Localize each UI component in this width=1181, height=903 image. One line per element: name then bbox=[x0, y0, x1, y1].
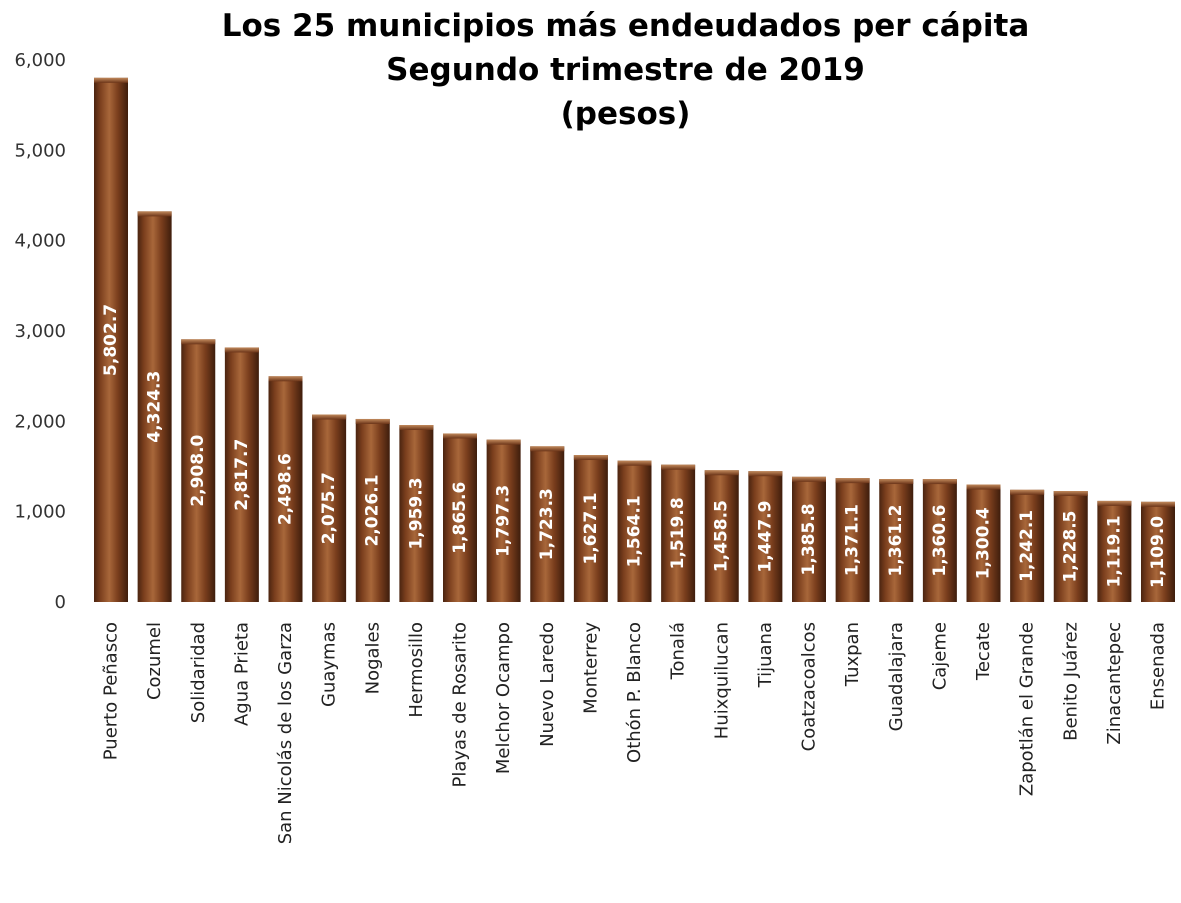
data-label: 2,026.1 bbox=[363, 474, 383, 546]
data-label: 1,519.8 bbox=[668, 497, 688, 569]
x-tick-label: Tonalá bbox=[668, 622, 689, 680]
data-label: 1,797.3 bbox=[494, 485, 514, 557]
bar-cap bbox=[967, 485, 1001, 490]
bar-cap bbox=[94, 78, 128, 83]
bar-cap bbox=[399, 425, 433, 430]
x-tick-label: Othón P. Blanco bbox=[624, 622, 645, 763]
y-tick-label: 6,000 bbox=[14, 50, 66, 71]
bar-cap bbox=[618, 461, 652, 466]
bar-cap bbox=[879, 479, 913, 484]
x-tick-label: Coatzacoalcos bbox=[799, 622, 820, 751]
data-label: 1,371.1 bbox=[843, 504, 863, 576]
y-tick-label: 4,000 bbox=[14, 231, 66, 252]
bar-cap bbox=[705, 470, 739, 475]
bar-cap bbox=[661, 465, 695, 470]
bar-cap bbox=[792, 477, 826, 482]
x-tick-label: Guadalajara bbox=[886, 622, 907, 731]
x-tick-label: Cajeme bbox=[929, 622, 950, 690]
x-tick-label: Melchor Ocampo bbox=[493, 622, 514, 774]
data-label: 1,959.3 bbox=[406, 477, 426, 549]
x-tick-label: Nogales bbox=[362, 622, 383, 694]
x-tick-label: Guaymas bbox=[319, 622, 340, 707]
bar-cap bbox=[138, 211, 172, 216]
data-label: 2,075.7 bbox=[319, 472, 339, 544]
bar-cap bbox=[487, 440, 521, 445]
x-tick-label: Ensenada bbox=[1148, 622, 1169, 710]
bar-cap bbox=[836, 478, 870, 483]
data-label: 1,723.3 bbox=[537, 488, 557, 560]
data-label: 1,385.8 bbox=[799, 503, 819, 575]
data-label: 1,361.2 bbox=[886, 504, 906, 576]
value-labels: 5,802.7 4,324.3 2,908.0 2,817.7 2,498.6 2,075… bbox=[101, 304, 1168, 588]
x-tick-label: Cozumel bbox=[144, 622, 165, 700]
data-label: 1,564.1 bbox=[625, 495, 645, 567]
data-label: 1,119.1 bbox=[1104, 515, 1124, 587]
y-tick-label: 3,000 bbox=[14, 321, 66, 342]
data-label: 1,627.1 bbox=[581, 492, 601, 564]
bar-cap bbox=[181, 339, 215, 344]
data-label: 1,242.1 bbox=[1017, 510, 1037, 582]
data-label: 1,228.5 bbox=[1061, 510, 1081, 582]
bar-cap bbox=[1097, 501, 1131, 506]
data-label: 1,300.4 bbox=[974, 507, 994, 579]
bar-cap bbox=[269, 376, 303, 381]
bar-cap bbox=[1010, 490, 1044, 495]
bar-cap bbox=[1054, 491, 1088, 496]
y-tick-label: 2,000 bbox=[14, 411, 66, 432]
x-tick-label: San Nicolás de los Garza bbox=[275, 622, 296, 844]
x-tick-label: Nuevo Laredo bbox=[537, 622, 558, 747]
data-label: 4,324.3 bbox=[145, 371, 165, 443]
x-tick-label: Agua Prieta bbox=[231, 622, 252, 726]
x-tick-label: Zinacantepec bbox=[1104, 622, 1125, 745]
bar-cap bbox=[443, 433, 477, 438]
x-tick-label: Benito Juárez bbox=[1060, 622, 1081, 741]
bar-cap bbox=[530, 446, 564, 451]
x-tick-label: Puerto Peñasco bbox=[101, 622, 122, 760]
bar-cap bbox=[356, 419, 390, 424]
bar-cap bbox=[748, 471, 782, 476]
data-label: 2,817.7 bbox=[232, 439, 252, 511]
x-tick-label: Playas de Rosarito bbox=[450, 622, 471, 787]
x-tick-label: Tecate bbox=[973, 622, 994, 681]
data-label: 1,109.0 bbox=[1148, 516, 1168, 588]
y-tick-label: 1,000 bbox=[14, 502, 66, 523]
x-tick-label: Tijuana bbox=[755, 622, 776, 688]
bar-cap bbox=[312, 414, 346, 419]
data-label: 1,360.6 bbox=[930, 505, 950, 577]
y-axis: 0 1,000 2,000 3,000 4,000 5,000 6,000 bbox=[14, 50, 66, 613]
x-tick-label: Huixquilucan bbox=[711, 622, 732, 739]
x-tick-label: Tuxpan bbox=[842, 622, 863, 687]
data-label: 1,458.5 bbox=[712, 500, 732, 572]
x-axis-labels: Puerto Peñasco Cozumel Solidaridad Agua Pri… bbox=[101, 622, 1169, 845]
y-tick-label: 5,000 bbox=[14, 140, 66, 161]
data-label: 5,802.7 bbox=[101, 304, 121, 376]
x-tick-label: Hermosillo bbox=[406, 622, 427, 718]
bar-cap bbox=[574, 455, 608, 460]
bar-cap bbox=[1141, 502, 1175, 507]
y-tick-label: 0 bbox=[55, 592, 66, 613]
x-tick-label: Zapotlán el Grande bbox=[1017, 622, 1038, 796]
data-label: 1,447.9 bbox=[755, 501, 775, 573]
bar-cap bbox=[225, 347, 259, 352]
data-label: 1,865.6 bbox=[450, 482, 470, 554]
data-label: 2,498.6 bbox=[276, 453, 296, 525]
x-tick-label: Monterrey bbox=[580, 622, 601, 714]
bar-cap bbox=[923, 479, 957, 484]
data-label: 2,908.0 bbox=[188, 434, 208, 506]
x-tick-label: Solidaridad bbox=[188, 622, 209, 723]
